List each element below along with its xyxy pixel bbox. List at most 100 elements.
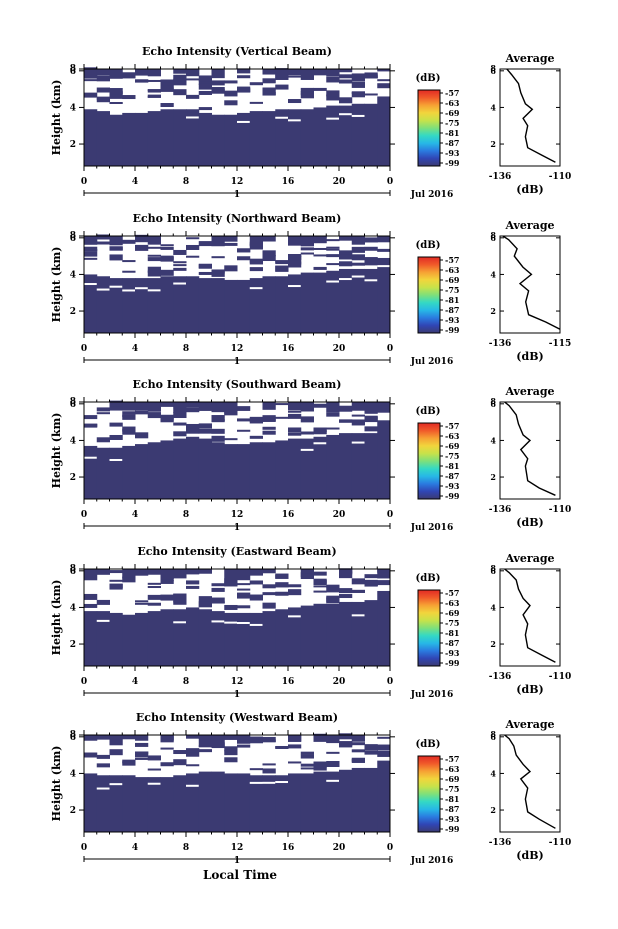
echo-fragment [326,254,340,258]
echo-fragment [326,427,340,430]
echo-fragment [275,69,289,79]
echo-fragment [211,735,225,747]
echo-fragment [122,260,136,263]
echo-fragment [262,569,276,574]
echo-fragment [186,244,200,250]
echo-gap [249,623,263,626]
colorbar-tick-label: -57 [445,421,459,431]
y-tick-label: 6 [70,567,76,577]
avg-x-tick-label: -110 [549,672,572,682]
echo-fragment [313,266,327,270]
average-frame [499,68,561,167]
echo-fragment [224,746,238,752]
echo-fragment [288,432,302,436]
colorbar-tick-label: -87 [445,305,459,315]
echo-fragment [109,236,123,246]
echo-gap [96,288,110,291]
echo-column [84,274,98,333]
echo-fragment [160,416,174,421]
y-tick-label: 2 [70,640,76,650]
x-tick-label: 16 [282,843,295,853]
echo-fragment [326,90,340,97]
echo-column [364,767,378,832]
x-tick-label: 16 [282,510,295,520]
echo-fragment [249,260,263,265]
avg-y-tick-label: 8 [490,230,496,240]
colorbar-unit: (dB) [416,739,441,750]
echo-fragment [364,257,378,264]
echo-fragment [326,738,340,744]
echo-column [198,771,212,832]
echo-gap [224,621,238,624]
y-tick-label: 6 [70,67,76,77]
colorbar-tick-label: -75 [445,784,459,794]
echo-fragment [237,735,251,740]
echo-fragment [275,76,289,80]
echo-fragment [186,402,200,408]
echo-column [198,278,212,333]
average-title: Average [504,718,554,731]
echo-fragment [364,420,378,423]
echo-column [122,278,136,333]
echo-column [122,445,136,499]
echo-fragment [173,267,187,271]
avg-y-tick-label: 6 [490,233,496,243]
echo-column [173,609,187,666]
echo-fragment [339,420,353,423]
echo-fragment [262,768,276,774]
echo-column [84,611,98,666]
echo-fragment [351,236,365,245]
panel-title: Echo Intensity (Vertical Beam) [142,45,332,58]
x-tick-label: 0 [81,344,87,354]
echo-fragment [84,92,98,98]
echo-fragment [326,412,340,417]
echo-column [237,112,251,166]
echo-gap [109,285,123,288]
avg-y-tick-label: 4 [490,269,496,279]
x-tick-label: 4 [132,177,138,187]
echo-column [300,438,314,499]
echo-column [84,109,98,166]
echo-fragment [326,246,340,249]
echo-fragment [211,269,225,274]
echo-fragment [377,570,391,577]
echo-column [198,609,212,666]
y-tick-label: 4 [70,769,76,779]
avg-y-tick-label: 8 [490,63,496,73]
echo-fragment [300,252,314,255]
echo-column [313,603,327,666]
echo-fragment [300,92,314,99]
echo-fragment [339,79,353,84]
echo-fragment [351,75,365,82]
y-tick-label: 2 [70,473,76,483]
echo-fragment [364,246,378,251]
avg-y-tick-label: 2 [490,639,496,649]
echo-fragment [84,257,98,260]
echo-fragment [249,82,263,86]
echo-fragment [262,250,276,257]
echo-fragment [122,402,136,411]
colorbar-tick-label: -69 [445,108,460,118]
echo-column [122,614,136,666]
echo-gap [249,287,263,290]
y-axis-label: Height (km) [50,247,63,323]
echo-fragment [224,265,238,272]
date-label: Jul 2016 [410,190,453,200]
echo-fragment [351,589,365,593]
echo-fragment [313,735,327,740]
avg-y-tick-label: 6 [490,732,496,742]
echo-fragment [135,757,149,760]
echo-fragment [275,260,289,263]
colorbar-tick-label: -63 [445,764,460,774]
avg-y-tick-label: 2 [490,306,496,316]
day-label: 1 [234,690,240,700]
echo-column [96,775,110,832]
colorbar-tick-label: -93 [445,648,460,658]
echo-fragment [147,94,161,98]
echo-fragment [198,402,212,411]
echo-fragment [313,69,327,76]
echo-column [339,268,353,333]
colorbar-tick-label: -93 [445,315,460,325]
x-tick-label: 0 [387,843,393,853]
echo-fragment [198,596,212,603]
